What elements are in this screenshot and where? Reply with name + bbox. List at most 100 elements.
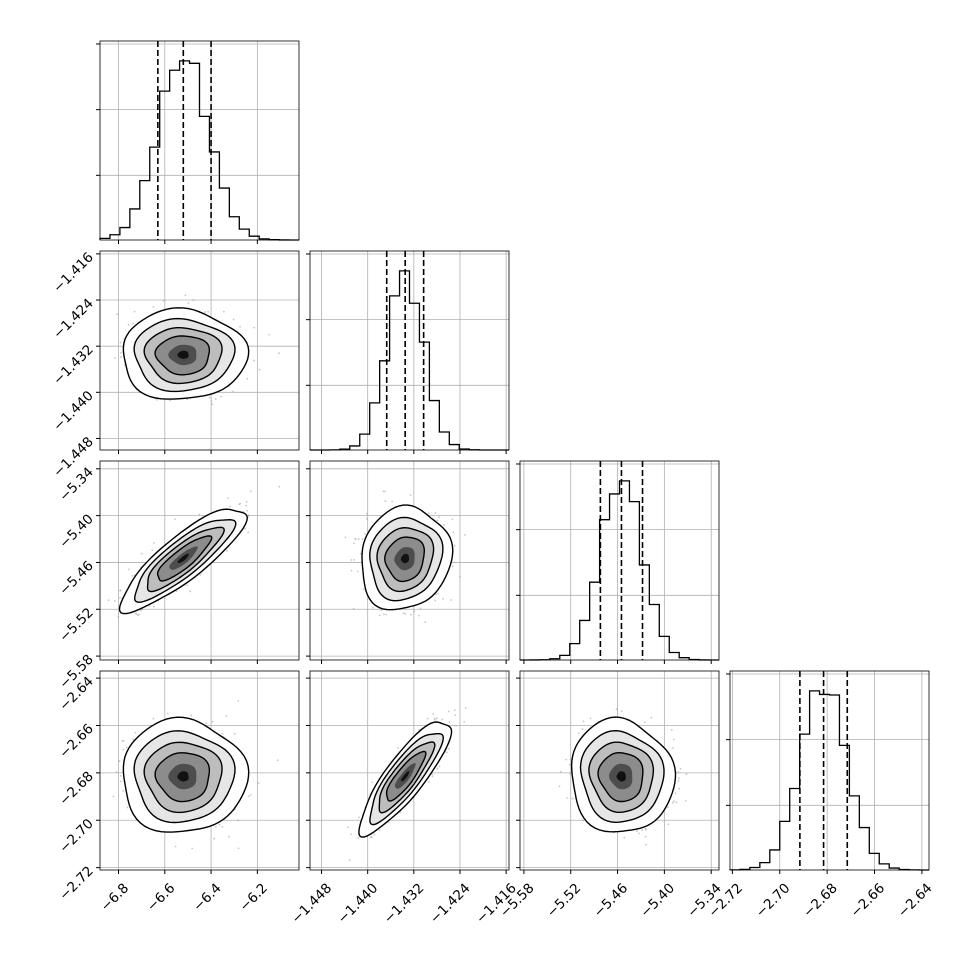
scatter-point (119, 597, 121, 599)
scatter-point (221, 825, 224, 828)
scatter-point (371, 836, 373, 839)
scatter-point (453, 709, 456, 712)
scatter-point (246, 509, 249, 512)
scatter-point (364, 533, 366, 535)
scatter-point (380, 609, 383, 612)
scatter-point (231, 390, 234, 393)
scatter-point (353, 559, 355, 561)
contour-line (143, 741, 223, 814)
panel-frame (309, 460, 510, 661)
scatter-point (94, 624, 96, 626)
contour-line (122, 716, 250, 833)
scatter-point (246, 377, 249, 380)
scatter-point (448, 748, 450, 750)
scatter-point (413, 610, 416, 613)
scatter-point (424, 621, 427, 624)
scatter-point (115, 771, 118, 773)
scatter-point (431, 773, 433, 776)
x-tick-label: −2.66 (848, 880, 889, 921)
scatter-point (187, 302, 190, 304)
scatter-point (198, 513, 201, 516)
scatter-point (152, 717, 155, 720)
scatter-point (244, 527, 247, 530)
x-tick-label: −1.432 (381, 880, 428, 927)
scatter-point (442, 598, 445, 600)
scatter-point (258, 368, 261, 371)
scatter-point (402, 612, 405, 615)
scatter-point (358, 816, 360, 819)
scatter-point (382, 490, 385, 493)
scatter-point (140, 552, 143, 555)
scatter-point (447, 710, 450, 713)
scatter-point (138, 613, 141, 616)
scatter-point (205, 722, 208, 725)
scatter-point (443, 524, 446, 526)
scatter-point (127, 568, 130, 571)
scatter-point (174, 845, 177, 848)
scatter-point (253, 359, 256, 362)
scatter-point (357, 538, 360, 541)
scatter-point (226, 549, 229, 552)
scatter-point (184, 294, 187, 297)
scatter-point (152, 305, 155, 308)
scatter-point (451, 565, 454, 568)
scatter-point (120, 352, 122, 354)
scatter-point (434, 512, 437, 514)
contour-line (133, 518, 237, 603)
contour-line (122, 307, 250, 400)
scatter-point (122, 739, 125, 742)
scatter-point (350, 833, 352, 836)
density-fill (177, 553, 189, 563)
scatter-point (210, 400, 213, 402)
scatter-point (464, 707, 467, 709)
density-layer (112, 700, 279, 850)
scatter-point (126, 806, 129, 809)
histogram-line (729, 690, 929, 871)
scatter-point (175, 590, 178, 593)
contour-line (376, 526, 435, 593)
contour-line (361, 504, 454, 611)
scatter-point (239, 325, 242, 328)
scatter-point (249, 490, 252, 493)
panel-frame (309, 670, 510, 871)
scatter-point (276, 759, 279, 762)
scatter-point (225, 715, 228, 717)
panel-frame (99, 250, 300, 451)
scatter-point (378, 614, 381, 617)
scatter-point (366, 518, 368, 520)
scatter-point (347, 826, 349, 829)
scatter-point (186, 584, 189, 587)
scatter-point (112, 795, 115, 798)
scatter-point (120, 780, 122, 783)
scatter-point (94, 359, 96, 361)
y-tick-label: −1.416 (50, 249, 97, 296)
scatter-point (114, 357, 116, 359)
scatter-point (249, 794, 252, 796)
scatter-point (214, 398, 217, 400)
x-tick-label: −6.2 (236, 880, 270, 914)
y-tick-label: −1.432 (50, 342, 97, 389)
scatter-point (237, 819, 240, 822)
scatter-point (436, 768, 439, 770)
histogram-panel-3: −2.72 −2.70 −2.68 −2.66 −2.64 (705, 670, 936, 921)
scatter-point (199, 574, 202, 576)
scatter-point (148, 604, 151, 607)
scatter-point (247, 515, 250, 518)
scatter-point (418, 728, 420, 731)
panel-frame (99, 460, 300, 661)
scatter-point (446, 751, 448, 754)
scatter-point (248, 795, 250, 798)
x-tick-label: −2.64 (895, 880, 936, 921)
density-layer (558, 708, 688, 846)
scatter-panel-3-1: −1.448 −1.440 −1.432 −1.424 −1.416 (289, 670, 520, 927)
scatter-point (404, 613, 407, 615)
scatter-point (174, 518, 176, 520)
histogram-panel-0 (96, 40, 300, 244)
scatter-point (122, 748, 125, 751)
panel-background (730, 671, 929, 870)
contour-line (143, 327, 223, 385)
contour-line (358, 721, 453, 838)
scatter-point (448, 721, 451, 723)
scatter-point (464, 534, 466, 536)
